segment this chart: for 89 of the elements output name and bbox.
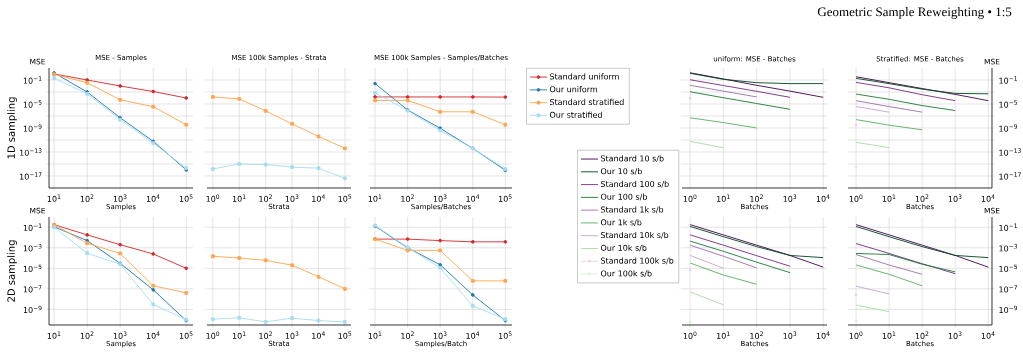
y-tick-label: 10$^{−5}$ bbox=[999, 264, 1018, 272]
y-tick-label: 10$^{−5}$ bbox=[23, 100, 42, 108]
x-tick-label: 10$^{2}$ bbox=[80, 331, 94, 339]
legend-label: Our 1k s/b bbox=[600, 219, 642, 226]
legend-label: Standard 10 s/b bbox=[601, 155, 664, 163]
legend-label: Our 10 s/b bbox=[600, 168, 642, 175]
legend-label: Our uniform bbox=[549, 86, 598, 93]
x-tick-label: 10$^{3}$ bbox=[113, 194, 127, 202]
y-tick-label: 10$^{−9}$ bbox=[999, 305, 1018, 314]
x-tick-label: 10$^{4}$ bbox=[312, 194, 325, 202]
x-tick-label: 10$^{3}$ bbox=[783, 194, 797, 202]
x-tick-label: 10$^{2}$ bbox=[401, 194, 414, 202]
legend-label: Standard 1k s/b bbox=[601, 206, 664, 214]
x-tick-label: 10$^{3}$ bbox=[433, 331, 447, 339]
y-tick-label: 10$^{−17}$ bbox=[20, 172, 42, 180]
x-tick-label: 10$^{4}$ bbox=[466, 331, 480, 339]
y-tick-label: 10$^{−1}$ bbox=[23, 223, 42, 231]
x-tick-label: 10$^{1}$ bbox=[368, 331, 382, 339]
legend-label: Standard stratified bbox=[550, 98, 624, 106]
text: 1D sampling bbox=[7, 97, 17, 159]
x-tick-label: 10$^{5}$ bbox=[338, 194, 352, 202]
y-tick-label: 10$^{−9}$ bbox=[23, 124, 42, 132]
y-tick-label: 10$^{−7}$ bbox=[23, 285, 42, 293]
x-tick-label: 10$^{2}$ bbox=[259, 331, 272, 339]
x-tick-label: 10$^{3}$ bbox=[113, 331, 127, 339]
x-tick-label: 10$^{3}$ bbox=[783, 331, 797, 339]
x-tick-label: 10$^{2}$ bbox=[80, 194, 94, 202]
x-tick-label: 10$^{3}$ bbox=[285, 194, 299, 202]
x-tick-label: 10$^{0}$ bbox=[683, 194, 697, 202]
legend-label: Our stratified bbox=[549, 111, 602, 118]
y-tick-label: 10$^{−5}$ bbox=[999, 100, 1018, 108]
x-tick-label: 10$^{4}$ bbox=[816, 331, 830, 339]
x-tick-label: 10$^{1}$ bbox=[368, 194, 382, 202]
x-tick-label: 10$^{4}$ bbox=[981, 194, 995, 202]
x-tick-label: 10$^{1}$ bbox=[717, 331, 730, 339]
y-tick-label: 10$^{−13}$ bbox=[999, 148, 1021, 156]
x-tick-label: 10$^{2}$ bbox=[401, 331, 414, 339]
x-tick-label: 10$^{1}$ bbox=[47, 331, 61, 339]
x-tick-label: 10$^{2}$ bbox=[750, 194, 763, 202]
x-tick-label: 10$^{0}$ bbox=[849, 194, 863, 202]
x-tick-label: 10$^{4}$ bbox=[466, 194, 480, 202]
legend-label: Standard 100k s/b bbox=[601, 257, 674, 265]
y-tick-label: 10$^{−13}$ bbox=[20, 148, 42, 156]
y-tick-label: 10$^{−1}$ bbox=[999, 223, 1017, 231]
x-tick-label: 10$^{4}$ bbox=[312, 331, 325, 339]
x-tick-label: 10$^{4}$ bbox=[146, 194, 160, 202]
legend-label: Our 10k s/b bbox=[600, 244, 647, 252]
text: 2D sampling bbox=[7, 240, 17, 302]
x-tick-label: 10$^{1}$ bbox=[882, 331, 896, 339]
x-tick-label: 10$^{5}$ bbox=[179, 331, 193, 339]
x-tick-label: 10$^{4}$ bbox=[146, 331, 160, 339]
x-tick-label: 10$^{2}$ bbox=[750, 331, 763, 339]
y-tick-label: 10$^{−7}$ bbox=[999, 285, 1018, 293]
y-tick-label: 10$^{−5}$ bbox=[23, 264, 42, 272]
x-tick-label: 10$^{4}$ bbox=[981, 331, 995, 339]
x-tick-label: 10$^{1}$ bbox=[717, 194, 730, 202]
y-tick-label: 10$^{−9}$ bbox=[999, 124, 1018, 132]
x-tick-label: 10$^{5}$ bbox=[498, 194, 512, 202]
x-tick-label: 10$^{1}$ bbox=[232, 194, 246, 202]
legend-label: Standard 10k s/b bbox=[601, 231, 669, 239]
y-tick-label: 10$^{−3}$ bbox=[23, 244, 42, 252]
y-tick-label: 10$^{−1}$ bbox=[23, 76, 42, 84]
legend-label: Our 100k s/b bbox=[600, 270, 652, 278]
x-tick-label: 10$^{0}$ bbox=[683, 331, 697, 339]
y-tick-label: 10$^{−3}$ bbox=[999, 244, 1018, 252]
x-tick-label: 10$^{2}$ bbox=[915, 194, 929, 202]
legend-label: Standard uniform bbox=[550, 73, 619, 80]
legend-label: Our 100 s/b bbox=[600, 193, 647, 201]
x-tick-label: 10$^{3}$ bbox=[285, 331, 299, 339]
x-tick-label: 10$^{0}$ bbox=[849, 331, 863, 339]
x-tick-label: 10$^{5}$ bbox=[338, 331, 352, 339]
x-tick-label: 10$^{0}$ bbox=[206, 194, 220, 202]
x-tick-label: 10$^{1}$ bbox=[882, 194, 896, 202]
x-tick-label: 10$^{0}$ bbox=[206, 331, 220, 339]
x-tick-label: 10$^{5}$ bbox=[179, 194, 193, 202]
y-tick-label: 10$^{−9}$ bbox=[23, 305, 42, 314]
x-tick-label: 10$^{1}$ bbox=[232, 331, 246, 339]
x-tick-label: 10$^{4}$ bbox=[816, 194, 830, 202]
text: Geometric Sample Reweighting • 1:5 bbox=[817, 7, 1012, 19]
x-tick-label: 10$^{2}$ bbox=[915, 331, 929, 339]
x-tick-label: 10$^{3}$ bbox=[948, 331, 962, 339]
y-tick-label: 10$^{−1}$ bbox=[999, 76, 1017, 84]
x-tick-label: 10$^{3}$ bbox=[948, 194, 962, 202]
legend-label: Standard 100 s/b bbox=[601, 180, 669, 188]
x-tick-label: 10$^{5}$ bbox=[498, 331, 512, 339]
y-tick-label: 10$^{−17}$ bbox=[999, 172, 1021, 180]
x-tick-label: 10$^{3}$ bbox=[433, 194, 447, 202]
x-tick-label: 10$^{2}$ bbox=[259, 194, 272, 202]
x-tick-label: 10$^{1}$ bbox=[47, 194, 61, 202]
